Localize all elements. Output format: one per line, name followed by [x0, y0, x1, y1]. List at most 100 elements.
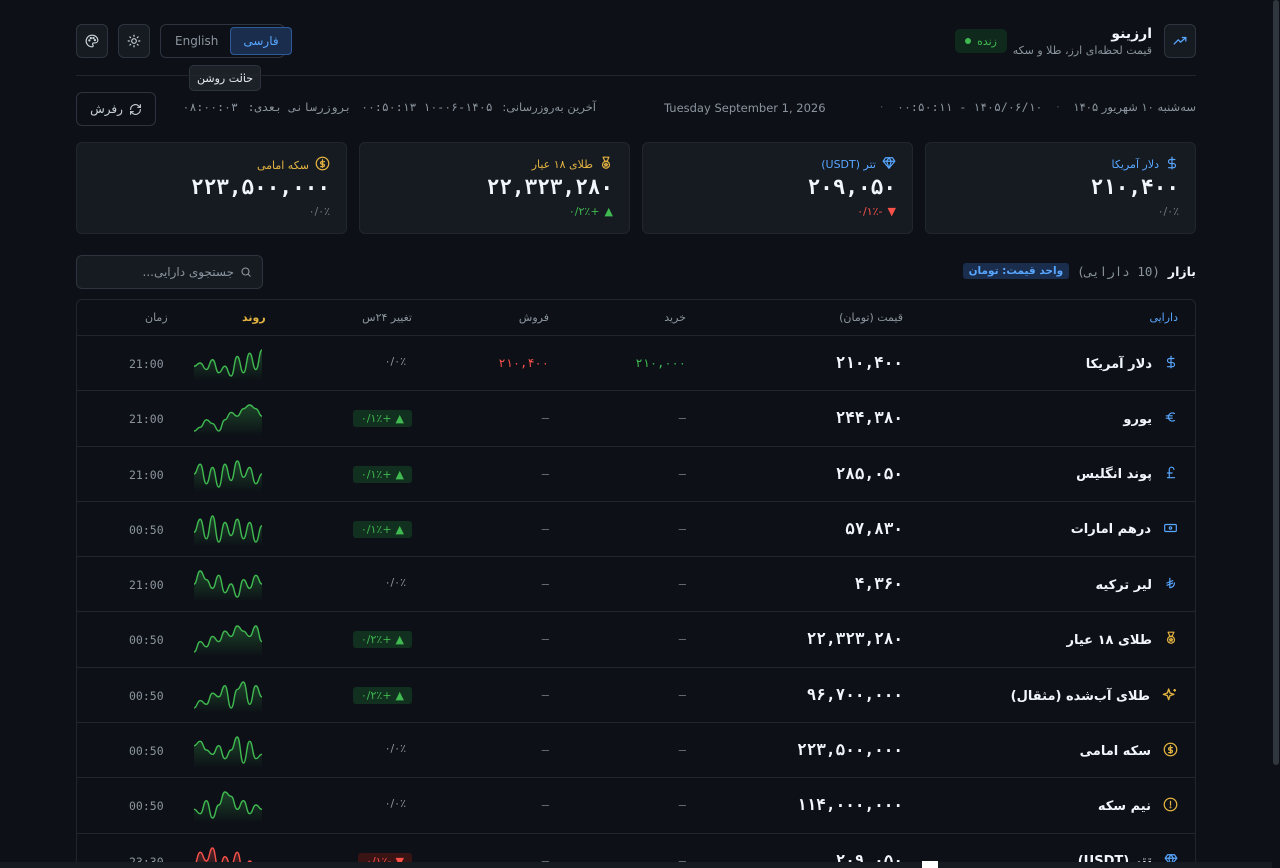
- card-label: سکه امامی: [257, 156, 330, 174]
- buy-cell: –: [678, 577, 686, 592]
- price-cell: ۲۱۰,۴۰۰: [835, 353, 903, 372]
- th-change[interactable]: تغییر ۲۴س: [362, 311, 412, 324]
- th-price[interactable]: قیمت (تومان): [839, 311, 903, 324]
- live-dot-icon: [965, 38, 972, 44]
- row-change-text: ۰/۰٪: [384, 576, 406, 590]
- persian-date: سه‌شنبه ۱۰ شهریور ۱۴۰۵ · ۱۴۰۵/۰۶/۱۰ - ۰۰…: [879, 100, 1196, 114]
- th-buy[interactable]: خرید: [664, 311, 686, 324]
- banknote-icon: [1163, 521, 1178, 539]
- table-header: دارایی قیمت (تومان) خرید فروش تغییر ۲۴س …: [77, 300, 1195, 336]
- change-cell: ▲ +۰/۱٪: [352, 520, 412, 538]
- change-cell: ▲ +۰/۱٪: [352, 410, 412, 428]
- top-bar: ارزینو قیمت لحظه‌ای ارز، طلا و سکه زنده …: [76, 24, 1196, 60]
- row-change-text: ۰/۰٪: [384, 355, 406, 368]
- summary-card[interactable]: دلار آمریکا ۲۱۰,۴۰۰ ۰/۰٪: [925, 142, 1196, 234]
- th-sell[interactable]: فروش: [518, 311, 549, 324]
- sell-cell: –: [541, 798, 549, 813]
- sparkline-chart: [193, 346, 263, 380]
- time-cell: 21:00: [129, 467, 164, 482]
- coin-alert-icon: [1163, 797, 1178, 816]
- asset-cell: نیم سکه: [1098, 797, 1178, 816]
- time-cell: 00:50: [129, 799, 164, 814]
- cursor-marker: [922, 861, 938, 868]
- table-row[interactable]: پوند انگلیس ۲۸۵,۰۵۰ – – ▲ +۰/۱٪ 21:00: [77, 447, 1195, 502]
- brand-title: ارزینو: [1111, 25, 1152, 42]
- unit-value: تومان: [968, 265, 999, 277]
- asset-name: لیر ترکیه: [1095, 577, 1152, 593]
- card-label-text: دلار آمریکا: [1111, 158, 1160, 171]
- coin-icon: [315, 156, 330, 174]
- theme-tooltip: حالت روشن: [189, 65, 261, 91]
- table-row[interactable]: طلای آب‌شده (مثقال) ۹۶,۷۰۰,۰۰۰ – – ▲ +۰/۲…: [77, 668, 1195, 724]
- table-row[interactable]: لیر ترکیه ۴,۳۶۰ – – ۰/۰٪ 21:00: [77, 557, 1195, 613]
- summary-card[interactable]: سکه امامی ۲۲۳,۵۰۰,۰۰۰ ۰/۰٪: [76, 142, 347, 234]
- card-value: ۲۲۳,۵۰۰,۰۰۰: [190, 175, 330, 199]
- persian-datetime: ۱۴۰۵/۰۶/۱۰ - ۰۰:۵۰:۱۱: [897, 100, 1043, 114]
- theme-toggle-button[interactable]: [118, 24, 150, 58]
- palette-button[interactable]: [76, 24, 108, 58]
- card-label: طلای ۱۸ عیار: [532, 156, 613, 173]
- table-row[interactable]: نیم سکه ۱۱۴,۰۰۰,۰۰۰ – – ۰/۰٪ 00:50: [77, 778, 1195, 834]
- table-row[interactable]: طلای ۱۸ عیار ۲۲,۳۲۳,۲۸۰ – – ▲ +۰/۲٪ 00:50: [77, 612, 1195, 668]
- buy-cell: –: [678, 632, 686, 647]
- price-cell: ۴,۳۶۰: [854, 574, 903, 594]
- lang-farsi-button[interactable]: فارسی: [230, 27, 292, 55]
- controls: English فارسی: [76, 24, 292, 58]
- price-cell: ۵۷,۸۳۰: [845, 518, 903, 538]
- pound-icon: [1164, 466, 1178, 484]
- change-cell: ▲ +۰/۲٪: [352, 686, 412, 704]
- euro-icon: [1164, 410, 1178, 428]
- gem-icon: [882, 156, 896, 173]
- time-cell: 00:50: [129, 744, 164, 759]
- sell-cell: ۲۱۰,۴۰۰: [498, 356, 549, 370]
- language-switcher: English فارسی: [160, 24, 292, 58]
- info-row: سه‌شنبه ۱۰ شهریور ۱۴۰۵ · ۱۴۰۵/۰۶/۱۰ - ۰۰…: [76, 92, 1196, 126]
- header-divider: [76, 75, 1196, 76]
- row-change-badge: ▲ +۰/۲٪: [352, 686, 412, 704]
- search-input[interactable]: [84, 265, 234, 279]
- medal-icon: [599, 156, 613, 173]
- scrollbar-thumb[interactable]: [1273, 0, 1279, 765]
- asset-name: پوند انگلیس: [1076, 467, 1152, 483]
- table-row[interactable]: یورو ۲۴۴,۳۸۰ – – ▲ +۰/۱٪ 21:00: [77, 391, 1195, 447]
- row-change-badge: ▲ +۰/۱٪: [352, 410, 412, 428]
- sell-cell: –: [541, 743, 549, 758]
- summary-card[interactable]: تتر (USDT) ۲۰۹,۰۵۰ ▼ -۰/۱٪: [642, 142, 913, 234]
- horizontal-scrollbar[interactable]: [0, 862, 1272, 868]
- gregorian-date: Tuesday September 1, 2026: [664, 101, 826, 115]
- asset-count: (10 دارایی): [1077, 263, 1160, 279]
- table-row[interactable]: درهم امارات ۵۷,۸۳۰ – – ▲ +۰/۱٪ 00:50: [77, 502, 1195, 558]
- market-table: دارایی قیمت (تومان) خرید فروش تغییر ۲۴س …: [76, 299, 1196, 868]
- change-cell: ۰/۰٪: [385, 742, 412, 755]
- card-value: ۲۰۹,۰۵۰: [807, 175, 896, 199]
- table-row[interactable]: دلار آمریکا ۲۱۰,۴۰۰ ۲۱۰,۰۰۰ ۲۱۰,۴۰۰ ۰/۰٪…: [77, 336, 1195, 392]
- row-change-text: ۰/۰٪: [384, 742, 406, 756]
- dollar-icon: [1164, 355, 1178, 373]
- summary-card[interactable]: طلای ۱۸ عیار ۲۲,۳۲۳,۲۸۰ ▲ +۰/۲٪: [359, 142, 630, 234]
- th-trend[interactable]: روند: [242, 311, 266, 324]
- change-cell: ۰/۰٪: [385, 355, 412, 368]
- price-cell: ۱۱۴,۰۰۰,۰۰۰: [797, 795, 903, 815]
- card-change: ۰/۰٪: [1157, 205, 1179, 218]
- live-badge: زنده: [955, 29, 1007, 53]
- table-row[interactable]: سکه امامی ۲۲۳,۵۰۰,۰۰۰ – – ۰/۰٪ 00:50: [77, 723, 1195, 779]
- th-time[interactable]: زمان: [145, 311, 168, 324]
- search-icon: [241, 267, 251, 277]
- brand: ارزینو قیمت لحظه‌ای ارز، طلا و سکه: [1013, 24, 1196, 58]
- sell-cell: –: [541, 853, 549, 868]
- change-cell: ▲ +۰/۲٪: [352, 631, 412, 649]
- asset-cell: پوند انگلیس: [1076, 466, 1178, 484]
- market-title: بازار (10 دارایی) واحد قیمت: تومان: [962, 263, 1196, 279]
- trending-up-icon[interactable]: [1164, 24, 1196, 58]
- card-label: تتر (USDT): [821, 156, 896, 173]
- vertical-scrollbar[interactable]: [1272, 0, 1280, 868]
- market-title-text: بازار: [1167, 263, 1196, 279]
- card-change-row: ۰/۰٪: [309, 205, 330, 218]
- refresh-button[interactable]: رفرش: [76, 92, 156, 126]
- asset-name: طلای آب‌شده (مثقال): [1010, 689, 1150, 705]
- buy-cell: –: [678, 411, 686, 426]
- unit-label: واحد قیمت:: [1002, 265, 1064, 277]
- th-asset[interactable]: دارایی: [1149, 311, 1178, 324]
- sell-cell: –: [541, 632, 549, 647]
- lang-english-button[interactable]: English: [175, 34, 219, 48]
